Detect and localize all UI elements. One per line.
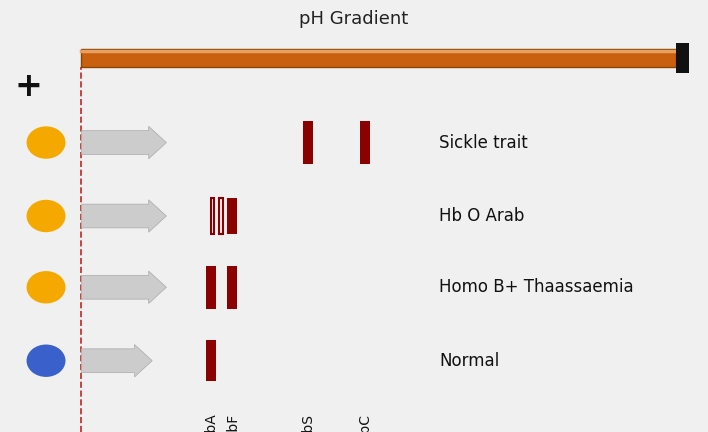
Bar [219, 198, 222, 234]
Bar [81, 49, 676, 67]
Text: HbC: HbC [358, 413, 372, 432]
Text: Sickle trait: Sickle trait [439, 133, 527, 152]
Ellipse shape [27, 271, 66, 303]
Bar [227, 198, 237, 234]
Ellipse shape [27, 200, 66, 232]
Bar [676, 43, 689, 73]
Text: Homo B+ Thaassaemia: Homo B+ Thaassaemia [439, 278, 634, 296]
FancyArrow shape [81, 127, 166, 159]
Bar [360, 121, 370, 164]
Bar [211, 198, 214, 234]
Text: +: + [14, 70, 42, 103]
Bar [206, 340, 216, 381]
Text: Normal: Normal [439, 352, 499, 370]
Bar [227, 266, 237, 309]
FancyArrow shape [81, 200, 166, 232]
Text: pH Gradient: pH Gradient [299, 10, 409, 29]
Ellipse shape [27, 127, 66, 159]
Text: HbA: HbA [204, 413, 218, 432]
Text: HbS: HbS [301, 413, 315, 432]
Bar [303, 121, 313, 164]
Text: Hb O Arab: Hb O Arab [439, 207, 525, 225]
Ellipse shape [27, 345, 66, 377]
Bar [206, 266, 216, 309]
FancyArrow shape [81, 345, 152, 377]
Text: HbF: HbF [225, 413, 239, 432]
FancyArrow shape [81, 271, 166, 303]
